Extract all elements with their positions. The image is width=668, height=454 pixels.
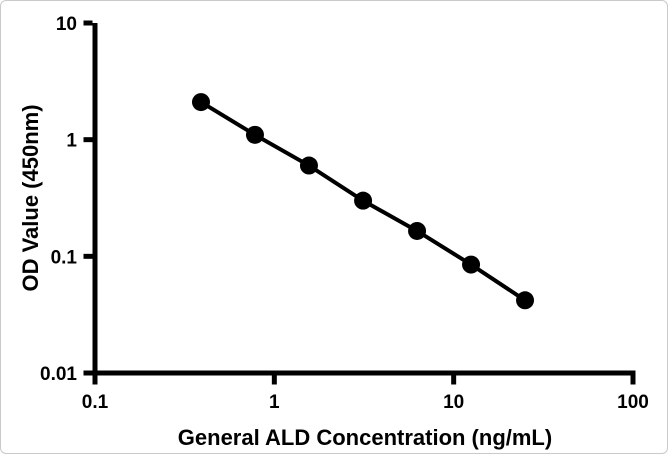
data-point bbox=[516, 291, 535, 310]
y-tick-label: 10 bbox=[56, 14, 77, 35]
y-axis-title: OD Value (450nm) bbox=[18, 104, 43, 292]
data-point bbox=[462, 255, 481, 274]
data-point bbox=[354, 191, 373, 210]
y-tick-label: 0.01 bbox=[40, 364, 77, 385]
x-tick-label: 0.1 bbox=[82, 392, 109, 413]
x-tick-label: 1 bbox=[269, 392, 280, 413]
y-tick-label: 0.1 bbox=[51, 247, 78, 268]
data-point bbox=[299, 156, 318, 175]
x-tick-label: 100 bbox=[617, 392, 649, 413]
x-tick-label: 10 bbox=[443, 392, 464, 413]
data-point bbox=[191, 93, 210, 112]
y-tick-label: 1 bbox=[66, 131, 77, 152]
data-point bbox=[408, 221, 427, 240]
data-point bbox=[245, 125, 264, 144]
x-axis-title: General ALD Concentration (ng/mL) bbox=[177, 425, 553, 450]
